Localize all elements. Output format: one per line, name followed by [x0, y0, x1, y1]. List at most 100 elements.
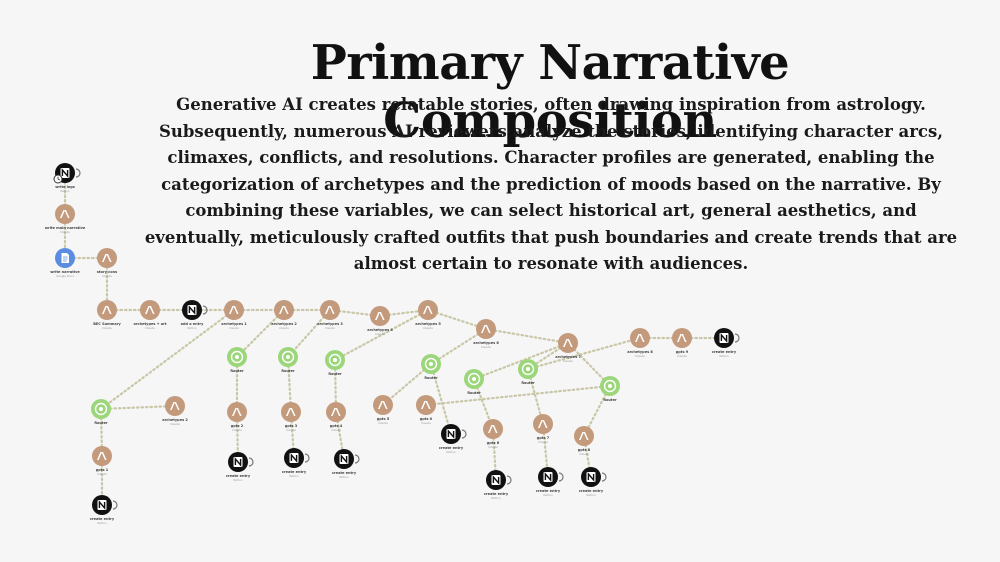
connector-port[interactable] — [558, 472, 564, 482]
connector-port[interactable] — [112, 500, 118, 510]
node-router-n25[interactable]: Router — [91, 399, 111, 425]
router-icon — [94, 402, 108, 416]
notion-icon — [543, 472, 553, 482]
node-label: gpts 2 — [231, 424, 244, 428]
connector-n14-n22 — [472, 341, 570, 381]
anthropic-icon — [279, 306, 289, 314]
node-circle — [370, 306, 390, 326]
node-sublabel: Notion — [339, 475, 348, 479]
connector-n10-n19 — [286, 308, 332, 359]
node-sublabel: Claude — [279, 326, 289, 330]
anthropic-icon — [538, 420, 548, 428]
node-circle — [326, 402, 346, 422]
node-label: gpts 1 — [96, 468, 109, 472]
node-sublabel: Notion — [543, 493, 552, 497]
node-label: archetypes 8 — [627, 350, 653, 354]
connector-port[interactable] — [601, 472, 607, 482]
router-icon — [281, 350, 295, 364]
node-circle — [165, 396, 185, 416]
node-sublabel: Claude — [579, 452, 589, 456]
node-router-n23[interactable]: Router — [518, 359, 538, 385]
connector-port[interactable] — [304, 453, 310, 463]
node-router-n22[interactable]: Router — [464, 369, 484, 395]
node-router-n20[interactable]: Router — [325, 350, 345, 376]
node-label: story cons — [97, 270, 117, 274]
notion-icon — [60, 168, 70, 178]
node-sublabel: Notion — [586, 493, 595, 497]
page-description: Generative AI creates relatable stories,… — [144, 95, 958, 273]
node-circle — [558, 333, 578, 353]
node-router-n19[interactable]: Router — [278, 347, 298, 373]
router-icon — [603, 379, 617, 393]
connector-port[interactable] — [506, 475, 512, 485]
connector-port[interactable] — [734, 333, 740, 343]
node-label: gpts 3 — [285, 424, 298, 428]
anthropic-icon — [378, 401, 388, 409]
connector-port[interactable] — [248, 457, 254, 467]
connector-port[interactable] — [354, 454, 360, 464]
node-label: gpts 9 — [676, 350, 689, 354]
node-label: create entry — [536, 489, 561, 493]
node-label: Router — [230, 369, 244, 373]
anthropic-icon — [325, 306, 335, 314]
connector-n14-n24 — [566, 341, 612, 388]
node-sublabel: Claude — [635, 354, 645, 358]
connector-port[interactable] — [461, 429, 467, 439]
node-router-n18[interactable]: Router — [227, 347, 247, 373]
connector-port[interactable] — [75, 168, 81, 178]
router-icon — [230, 350, 244, 364]
node-circle — [281, 402, 301, 422]
node-label: archetypes + art — [133, 322, 166, 326]
node-circle — [320, 300, 340, 320]
node-label: write narrative — [50, 270, 80, 274]
connector-n24-n36 — [424, 384, 612, 407]
connector-port[interactable] — [202, 305, 208, 315]
node-circle — [373, 395, 393, 415]
schedule-clock-icon[interactable] — [53, 174, 63, 184]
anthropic-icon — [286, 408, 296, 416]
node-router-n21[interactable]: Router — [421, 354, 441, 380]
node-sublabel: Claude — [97, 472, 107, 476]
node-label: Router — [94, 421, 108, 425]
node-sublabel: Claude — [229, 326, 239, 330]
node-label: create entry — [332, 471, 357, 475]
connector-n13-n21 — [429, 327, 488, 366]
node-router-n24[interactable]: Router — [600, 376, 620, 402]
anthropic-icon — [563, 339, 573, 347]
